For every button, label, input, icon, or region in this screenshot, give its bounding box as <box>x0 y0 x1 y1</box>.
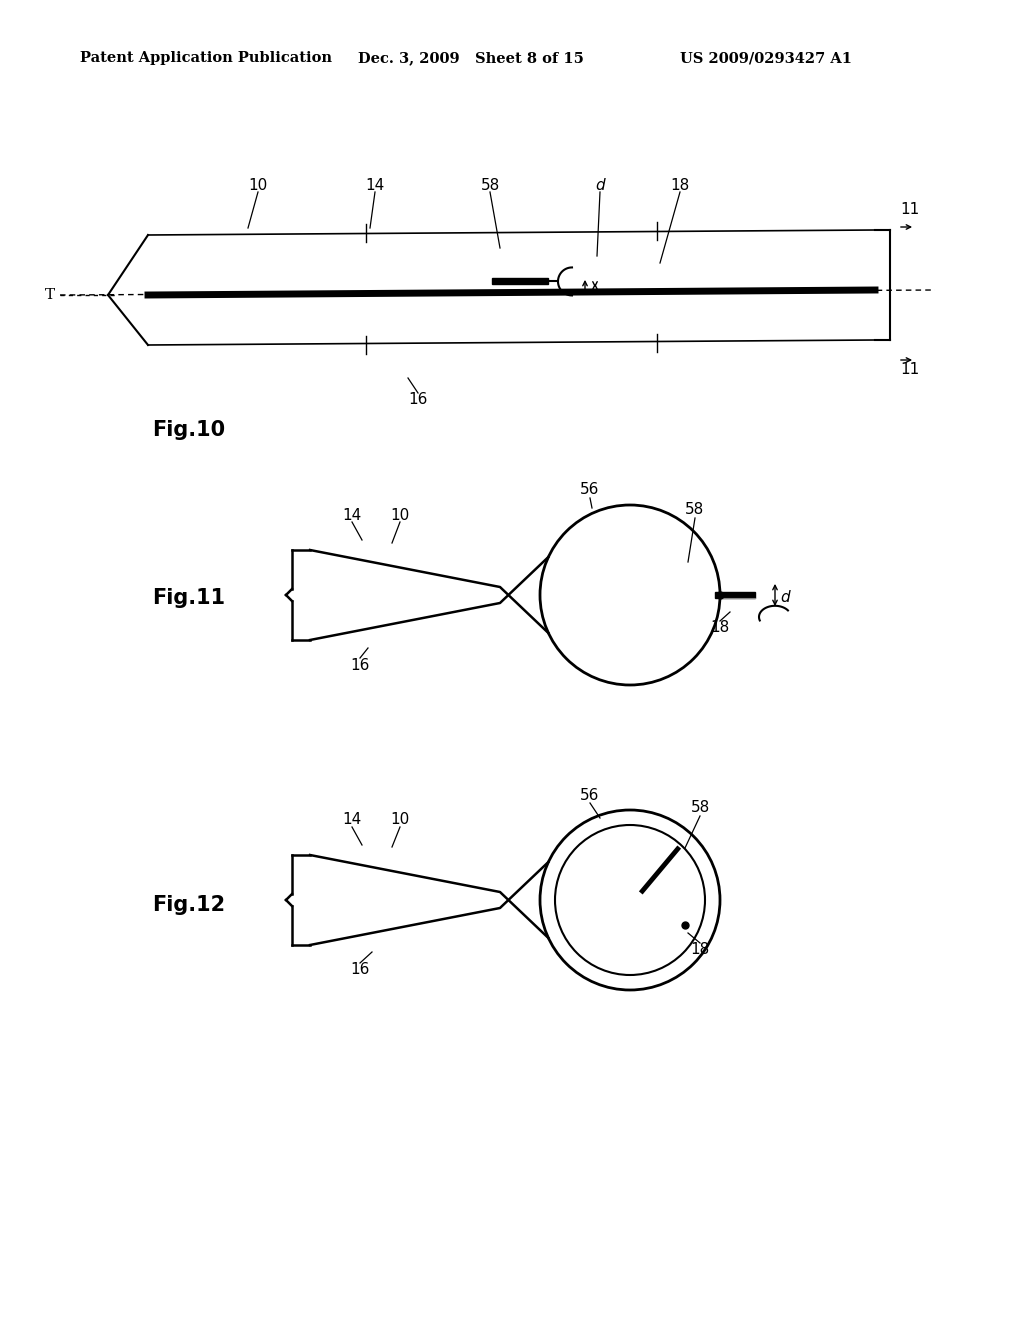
Text: d: d <box>780 590 790 605</box>
Text: 18: 18 <box>690 942 710 957</box>
Text: Fig.12: Fig.12 <box>152 895 225 915</box>
Text: 16: 16 <box>350 657 370 672</box>
Text: US 2009/0293427 A1: US 2009/0293427 A1 <box>680 51 852 65</box>
Text: 16: 16 <box>409 392 428 408</box>
Text: 10: 10 <box>249 177 267 193</box>
Text: Dec. 3, 2009   Sheet 8 of 15: Dec. 3, 2009 Sheet 8 of 15 <box>358 51 584 65</box>
Text: 56: 56 <box>581 483 600 498</box>
Text: d: d <box>595 177 605 193</box>
Text: 14: 14 <box>366 177 385 193</box>
Text: 18: 18 <box>671 177 689 193</box>
Text: 14: 14 <box>342 507 361 523</box>
Text: 11: 11 <box>900 202 920 218</box>
Text: Fig.11: Fig.11 <box>152 587 225 609</box>
Text: 58: 58 <box>480 177 500 193</box>
Text: 56: 56 <box>581 788 600 803</box>
Text: 11: 11 <box>900 363 920 378</box>
Text: Fig.10: Fig.10 <box>152 420 225 440</box>
Text: 14: 14 <box>342 813 361 828</box>
Text: Patent Application Publication: Patent Application Publication <box>80 51 332 65</box>
Text: 10: 10 <box>390 813 410 828</box>
Text: 58: 58 <box>690 800 710 816</box>
Text: 58: 58 <box>685 503 705 517</box>
Text: 18: 18 <box>711 620 730 635</box>
Text: 16: 16 <box>350 962 370 978</box>
Text: 10: 10 <box>390 507 410 523</box>
Text: T: T <box>45 288 55 302</box>
Polygon shape <box>715 591 755 598</box>
Polygon shape <box>492 279 548 284</box>
